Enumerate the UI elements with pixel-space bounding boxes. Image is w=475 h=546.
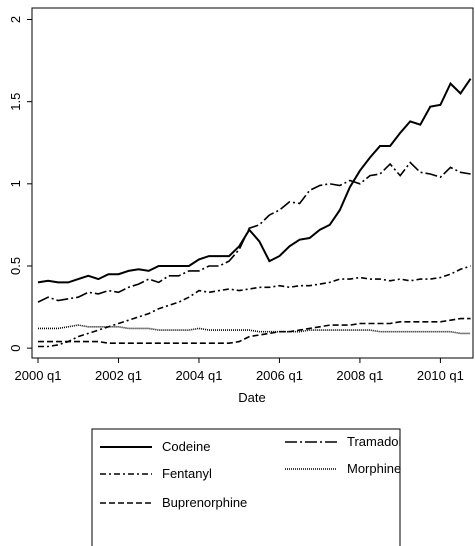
x-axis-label: Date [238, 390, 265, 405]
plot-frame [31, 7, 474, 359]
series-line [37, 161, 471, 303]
x-tick-label: 2004 q1 [175, 368, 222, 383]
legend-label: Buprenorphine [162, 495, 247, 510]
x-tick-label: 2000 q1 [15, 368, 62, 383]
y-tick-label: 0 [8, 345, 23, 352]
series-line [38, 324, 471, 335]
x-tick-label: 2010 q1 [417, 368, 464, 383]
legend-label: Codeine [162, 439, 210, 454]
legend-box [91, 428, 401, 546]
x-tick-label: 2002 q1 [95, 368, 142, 383]
y-tick-label: 2 [8, 16, 23, 23]
legend-label: Fentanyl [162, 466, 212, 481]
series-line [38, 265, 471, 348]
x-tick-label: 2006 q1 [256, 368, 303, 383]
series-line [37, 78, 472, 284]
y-tick-label: 1.5 [8, 93, 23, 111]
x-tick-label: 2008 q1 [336, 368, 383, 383]
y-tick-label: 0.5 [8, 257, 23, 275]
series-line [38, 317, 471, 344]
legend-label: Tramadol [347, 434, 402, 449]
y-tick-label: 1 [8, 180, 23, 187]
legend-label: Morphine [347, 461, 401, 476]
